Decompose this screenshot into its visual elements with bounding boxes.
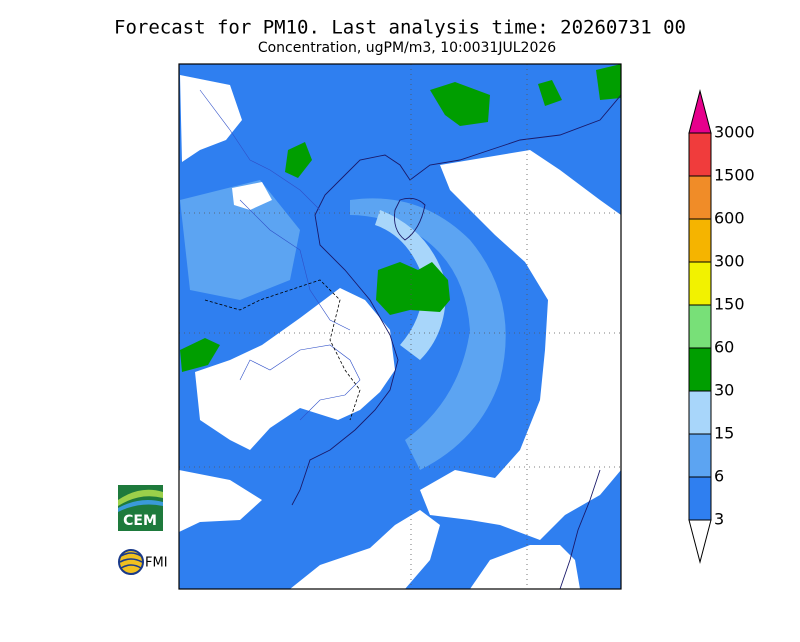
coastline [291,94,621,506]
river [239,199,351,331]
cem-logo-text: CEM [123,513,157,529]
colorbar-label: 150 [714,295,745,314]
title: Forecast for PM10. Last analysis time: 2… [114,17,686,39]
map-frame [178,63,622,590]
colorbar-segment [688,476,712,521]
field-green [538,80,562,106]
colorbar-label: 1500 [714,166,755,185]
cem-logo-swoosh [118,500,163,512]
colorbar: 3 6 15 30 60 150 300 600 1500 3000 [688,89,755,564]
colorbar-segment [688,347,712,392]
colorbar-label: 3000 [714,123,755,142]
colorbar-label: 30 [714,381,734,400]
field-green [596,64,621,100]
border [204,279,361,421]
field-light [350,198,506,471]
coastline [394,197,426,241]
cem-logo-swoosh [118,489,163,506]
field-clean [420,150,621,540]
coastline [559,469,601,589]
colorbar-segment [688,390,712,435]
fmi-logo: FMI [118,549,168,575]
colorbar-segment [688,175,712,220]
colorbar-label: 600 [714,209,745,228]
map-field [179,64,621,589]
map [178,63,622,590]
colorbar-label: 6 [714,467,724,486]
field-green [285,142,312,178]
field-clean [195,288,395,450]
field-green [376,262,450,315]
fmi-logo-text: FMI [145,556,168,571]
field-clean [232,182,272,210]
subtitle: Concentration, ugPM/m3, 10:0031JUL2026 [258,40,556,56]
river [199,89,321,211]
field-clean [179,470,262,532]
colorbar-segment [688,261,712,306]
field-clean [180,75,242,162]
colorbar-label: 15 [714,424,734,443]
field-green [180,338,220,372]
field-clean [290,510,440,589]
colorbar-label: 3 [714,510,724,529]
cem-logo: CEM [118,485,163,531]
colorbar-label: 300 [714,252,745,271]
field-green [430,82,490,126]
field-lighter [375,210,446,360]
field-clean [470,545,580,589]
field-light [180,180,300,300]
fmi-logo-lines [119,552,143,569]
colorbar-extension [688,89,712,134]
colorbar-segment [688,132,712,177]
colorbar-segment [688,433,712,478]
fmi-logo-mark [118,549,144,575]
river [239,344,361,421]
colorbar-segment [688,218,712,263]
colorbar-label: 60 [714,338,734,357]
colorbar-segment [688,304,712,349]
